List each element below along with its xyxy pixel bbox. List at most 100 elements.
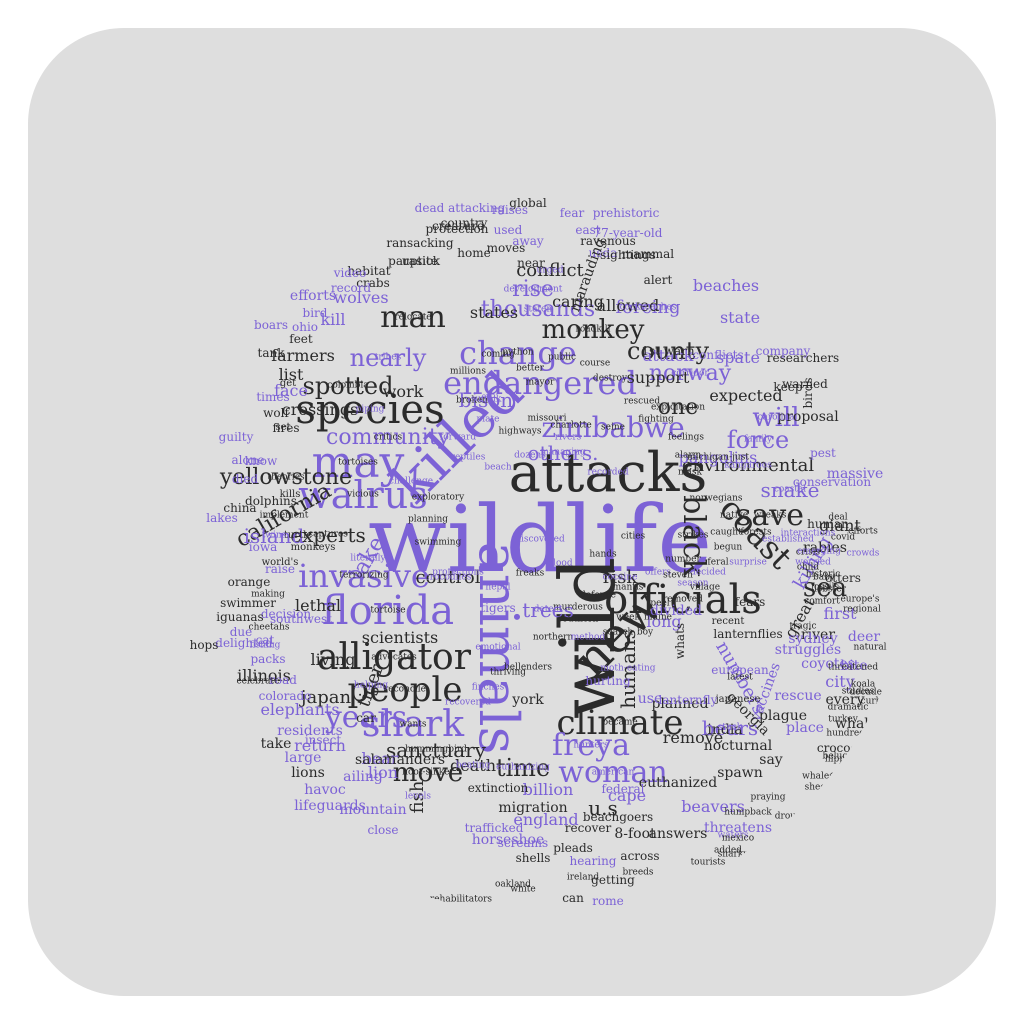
cloud-word: freya [551,728,631,763]
cloud-word: cape [607,786,647,805]
cloud-word: crossings [281,400,359,419]
cloud-word: established [762,534,814,545]
cloud-word: piping [355,404,385,415]
cloud-word: protection [425,222,489,236]
cloud-word: keep [773,380,803,394]
cloud-word: warned [782,377,828,391]
cloud-word: efforts [848,526,878,537]
cloud-word: japan [300,687,352,708]
cloud-word: tortoises [338,457,378,468]
cloud-word: whale [834,716,878,732]
cloud-word: can [562,891,584,905]
cloud-word: dramatic [827,702,869,713]
cloud-word: orange [227,575,271,589]
cloud-word: suffolk [470,394,502,405]
cloud-word: implement [259,510,309,521]
cloud-word: zimbabwe [541,411,685,444]
cloud-word: answers [648,826,708,842]
cloud-word: raise [265,562,295,576]
cloud-word: rescue [774,688,822,704]
cloud-word: video [333,266,367,280]
cloud-word: close [367,823,399,837]
cloud-word: lanternfly [658,693,718,707]
cloud-word: trees [522,598,574,622]
cloud-word: hands [589,549,617,560]
cloud-word: beachgoers [582,810,654,824]
cloud-word: koala [850,679,876,690]
cloud-word: forcing [615,297,681,318]
cloud-word: horseshoe [471,832,545,848]
cloud-word: bite [840,658,868,674]
cloud-word: hummingbird [405,744,467,755]
cloud-word: bison [458,388,514,412]
cloud-word: exploitation [650,402,706,413]
cloud-word: vicious [347,489,379,500]
cloud-word: southwest [269,612,333,626]
cloud-word: turtle [283,530,313,541]
cloud-word: became [602,717,638,728]
cloud-word: dozens [514,450,546,461]
cloud-word: spate [716,348,760,367]
cloud-word: scientists [361,628,439,647]
cloud-word: fossils [810,582,840,593]
cloud-word: seine [601,422,625,433]
cloud-word: shells [515,851,551,865]
cloud-word: michigan-just [687,452,749,463]
cloud-word: advocates [371,652,417,663]
cloud-word: reconcile [383,684,427,695]
cloud-word: ailing [343,769,383,785]
cloud-word: humpback [724,807,772,818]
cloud-word: breeds [622,867,654,878]
cloud-word: cheetahs [248,622,290,633]
cloud-word: europe's [840,594,880,605]
cloud-word: york [512,692,544,708]
cloud-word: prehistoric [592,206,660,220]
cloud-word: packs [250,652,286,666]
cloud-word: years [324,700,408,735]
cloud-word: crocodiles [816,741,880,755]
cloud-word: millions [450,366,486,377]
cloud-word: steven [663,570,693,581]
cloud-word: bears [701,716,759,740]
cloud-word: mexico [721,833,755,844]
cloud-word: experts [290,523,366,547]
cloud-word: residents [277,723,343,739]
cloud-word: 1st warn [641,344,695,358]
cloud-word: beavers [681,797,745,816]
cloud-word: rescued [623,396,661,407]
cloud-word: defence [580,590,616,601]
cloud-word: decision [260,607,312,621]
cloud-word: across [620,849,660,863]
cloud-word: tourists [690,857,726,868]
cloud-word: road [269,673,297,687]
cloud-word: habitat [347,264,391,278]
cloud-word: wildlife [368,486,712,593]
cloud-word: reptiles [450,452,486,463]
cloud-word: natural [853,642,887,653]
cloud-word: plague [758,708,808,724]
cloud-word: search [602,627,634,638]
cloud-word: number [665,554,701,565]
cloud-word: record [330,281,372,295]
cloud-word: attacks [508,441,708,504]
cloud-word: colorado [258,689,312,703]
cloud-word: conflict [516,260,584,281]
cloud-word: sea [802,573,848,603]
cloud-word: florida [321,588,455,634]
cloud-word: levels [404,791,432,802]
cloud-word: iowa [248,540,278,554]
cloud-word: company [755,344,811,358]
cloud-word: due [229,625,253,639]
cloud-word: kangaroos [724,460,772,471]
cloud-word: remove [662,728,724,747]
cloud-word: peel [650,598,670,609]
cloud-word: large [284,750,322,766]
cloud-word: east [575,223,601,237]
cloud-word: maine [644,612,672,623]
cloud-word: hundreds [826,728,870,739]
cloud-word: massive [826,466,884,482]
cloud-word: pangolins [678,448,758,467]
cloud-word: cities [620,531,646,542]
cloud-word: say [759,752,783,768]
cloud-word: added [714,845,742,856]
